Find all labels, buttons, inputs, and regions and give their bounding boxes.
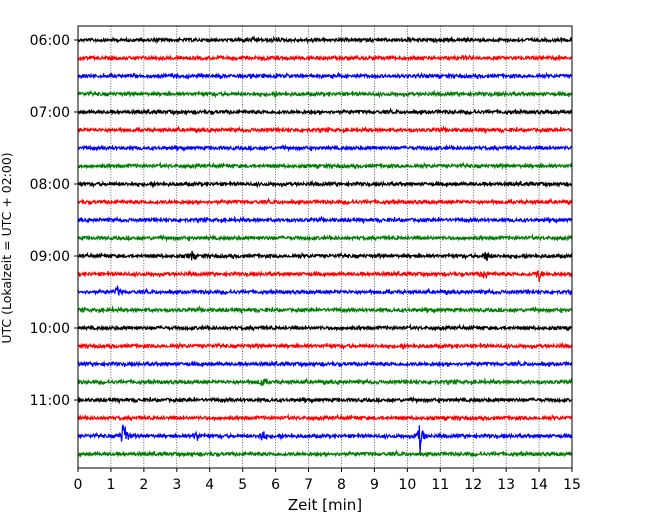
- trace-1100: [77, 395, 573, 405]
- trace-0730: [77, 143, 573, 153]
- trace-1130: [77, 423, 573, 453]
- vertical-grid: [110, 26, 540, 468]
- trace-0745: [77, 161, 573, 170]
- x-tick-label: 9: [370, 477, 379, 493]
- trace-0630: [77, 71, 573, 80]
- x-tick-label: 8: [337, 477, 346, 493]
- trace-1045: [77, 377, 573, 387]
- x-tick-label: 10: [398, 477, 416, 493]
- x-tick-label: 4: [205, 477, 214, 493]
- trace-0645: [77, 89, 573, 99]
- trace-1000: [77, 323, 573, 332]
- x-tick-label: 5: [238, 477, 247, 493]
- trace-0930: [77, 284, 573, 297]
- x-tick-label: 7: [304, 477, 313, 493]
- x-tick-label: 0: [74, 477, 83, 493]
- y-tick-label: 07:00: [30, 105, 70, 121]
- trace-1015: [77, 341, 573, 351]
- x-tick-label: 6: [271, 477, 280, 493]
- trace-1145: [77, 449, 573, 458]
- trace-1115: [77, 413, 573, 422]
- trace-0700: [77, 107, 573, 116]
- trace-0600: [77, 35, 573, 45]
- y-tick-label: 06:00: [30, 33, 70, 49]
- y-tick-label: 08:00: [30, 177, 70, 193]
- x-tick-label: 3: [172, 477, 181, 493]
- x-tick-label: 1: [106, 477, 115, 493]
- trace-0615: [77, 54, 573, 62]
- y-tick-label: 09:00: [30, 249, 70, 265]
- trace-1030: [77, 359, 573, 368]
- x-tick-label: 2: [139, 477, 148, 493]
- trace-0945: [77, 305, 573, 315]
- x-tick-label: 11: [431, 477, 449, 493]
- y-axis-label: UTC (Lokalzeit = UTC + 02:00): [0, 152, 14, 343]
- y-tick-label: 10:00: [30, 321, 70, 337]
- x-tick-label: 13: [497, 477, 515, 493]
- x-tick-label: 14: [530, 477, 548, 493]
- trace-0900: [77, 250, 573, 261]
- y-tick-label: 11:00: [30, 393, 70, 409]
- trace-0800: [77, 179, 573, 189]
- trace-0915: [77, 269, 573, 282]
- x-tick-label: 12: [464, 477, 482, 493]
- y-axis-ticks: 06:00 07:00 08:00 09:00 10:00 11:00: [30, 33, 78, 409]
- x-axis-label: Zeit [min]: [288, 496, 362, 514]
- trace-0715: [77, 125, 573, 135]
- trace-0830: [77, 215, 573, 225]
- plot-frame: [77, 25, 573, 469]
- trace-0845: [77, 233, 573, 243]
- trace-0815: [77, 197, 573, 206]
- x-axis-ticks: 0 1 2 3 4 5 6 7 8 9 10 11 12 13 14 15: [74, 468, 581, 493]
- seismic-traces: [77, 35, 573, 458]
- x-tick-label: 15: [563, 477, 581, 493]
